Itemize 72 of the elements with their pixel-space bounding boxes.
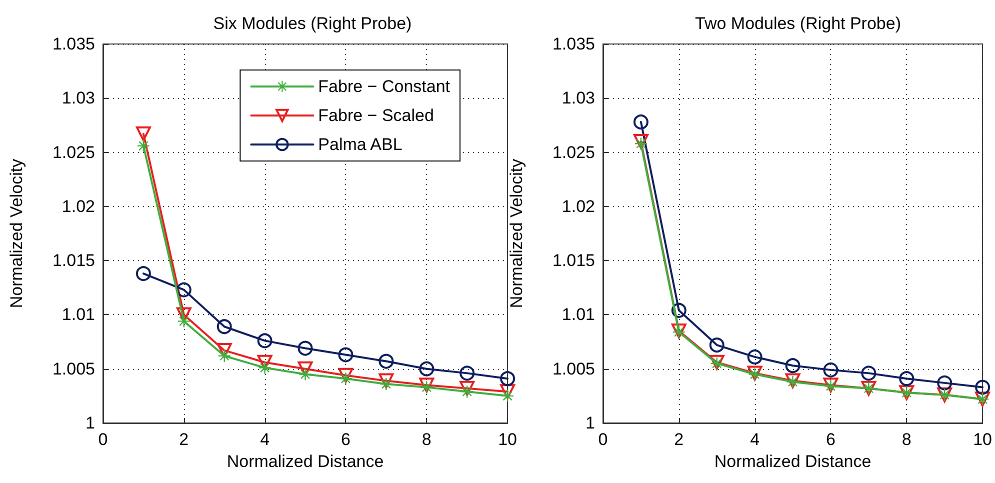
point bbox=[298, 340, 313, 356]
x-tick-label: 6 bbox=[826, 430, 836, 449]
point bbox=[460, 366, 475, 381]
chart-title: Two Modules (Right Probe) bbox=[695, 14, 901, 33]
legend-label: Fabre − Constant bbox=[318, 77, 450, 96]
y-tick-label: 1.025 bbox=[52, 142, 95, 162]
y-tick-label: 1.005 bbox=[552, 359, 595, 378]
point bbox=[257, 333, 272, 348]
y-tick-label: 1.02 bbox=[562, 196, 595, 216]
point bbox=[136, 126, 151, 142]
point bbox=[176, 282, 192, 298]
y-tick-label: 1.03 bbox=[62, 88, 95, 108]
x-tick-label: 6 bbox=[340, 430, 350, 449]
point bbox=[975, 380, 990, 395]
point bbox=[671, 302, 686, 318]
point bbox=[937, 375, 952, 390]
legend-label: Palma ABL bbox=[318, 135, 402, 154]
x-axis-title: Normalized Distance bbox=[226, 452, 384, 471]
point bbox=[216, 342, 232, 358]
x-tick-label: 10 bbox=[498, 430, 518, 449]
point bbox=[419, 361, 434, 376]
y-tick-label: 1.035 bbox=[552, 34, 595, 54]
point bbox=[378, 354, 394, 369]
x-tick-label: 2 bbox=[179, 430, 189, 449]
point bbox=[178, 315, 190, 328]
chart-title: Six Modules (Right Probe) bbox=[213, 14, 412, 33]
point bbox=[500, 371, 516, 386]
x-tick-label: 8 bbox=[422, 430, 432, 449]
legend-label: Fabre − Scaled bbox=[318, 106, 434, 125]
point bbox=[633, 114, 648, 130]
y-axis-title: Normalized Velocity bbox=[7, 158, 26, 308]
point bbox=[633, 134, 648, 149]
point bbox=[785, 358, 800, 374]
y-tick-label: 1 bbox=[86, 414, 95, 432]
x-tick-label: 0 bbox=[98, 430, 108, 449]
y-tick-label: 1.02 bbox=[62, 196, 95, 216]
y-tick-label: 1.01 bbox=[62, 305, 95, 324]
point bbox=[671, 323, 686, 338]
point bbox=[338, 368, 354, 383]
point bbox=[823, 362, 838, 378]
point bbox=[136, 266, 151, 282]
point bbox=[218, 350, 230, 362]
y-tick-label: 1.015 bbox=[552, 251, 595, 270]
y-axis-title: Normalized Velocity bbox=[507, 158, 526, 308]
y-tick-label: 1.025 bbox=[552, 142, 595, 162]
point bbox=[500, 384, 516, 400]
x-tick-label: 4 bbox=[750, 430, 760, 449]
point bbox=[216, 319, 232, 334]
y-tick-label: 1.015 bbox=[52, 251, 95, 270]
point bbox=[378, 373, 394, 388]
point bbox=[298, 361, 313, 376]
x-tick-label: 0 bbox=[598, 430, 608, 449]
x-tick-label: 4 bbox=[260, 430, 270, 449]
y-tick-label: 1.03 bbox=[562, 88, 595, 108]
x-tick-label: 2 bbox=[674, 430, 684, 449]
x-tick-label: 8 bbox=[902, 430, 912, 449]
y-tick-label: 1 bbox=[586, 414, 595, 432]
point bbox=[338, 347, 354, 362]
point bbox=[176, 307, 192, 322]
point bbox=[899, 371, 914, 386]
point bbox=[137, 140, 150, 152]
point bbox=[419, 378, 434, 393]
point bbox=[861, 366, 876, 381]
point bbox=[747, 349, 762, 364]
point bbox=[709, 338, 724, 353]
y-tick-label: 1.035 bbox=[52, 34, 95, 54]
point bbox=[257, 354, 272, 370]
y-tick-label: 1.005 bbox=[52, 359, 95, 378]
point bbox=[460, 380, 475, 396]
x-tick-label: 10 bbox=[973, 430, 992, 449]
x-axis-title: Normalized Distance bbox=[714, 452, 872, 471]
y-tick-label: 1.01 bbox=[562, 305, 595, 324]
